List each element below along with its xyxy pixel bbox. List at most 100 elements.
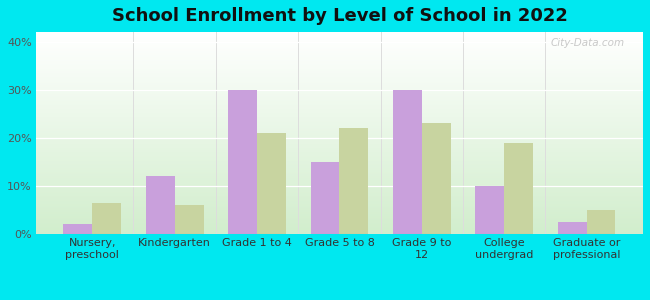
Bar [36,184,643,185]
Bar [36,56,643,57]
Bar [36,76,643,77]
Bar [36,152,643,153]
Bar [36,166,643,167]
Bar [36,34,643,35]
Bar [36,145,643,146]
Bar [36,227,643,228]
Bar [36,215,643,216]
Bar [36,52,643,53]
Bar [504,142,533,234]
Bar [36,39,643,40]
Bar [36,182,643,184]
Bar [36,47,643,48]
Bar [36,173,643,174]
Bar [36,87,643,88]
Bar [36,135,643,136]
Bar [36,133,643,134]
Bar [36,109,643,110]
Bar [36,82,643,84]
Bar [36,212,643,213]
Bar [36,226,643,227]
Bar [36,129,643,130]
Bar [36,225,643,226]
Bar [36,130,643,131]
Bar [311,162,339,234]
Bar [36,146,643,147]
Bar [36,224,643,225]
Bar [36,139,643,140]
Bar [36,220,643,221]
Bar [146,176,175,234]
Bar [36,201,643,202]
Bar [36,206,643,207]
Bar [339,128,369,234]
Bar [36,63,643,64]
Bar [36,164,643,165]
Bar [36,161,643,162]
Bar [36,101,643,102]
Bar [36,43,643,44]
Bar [36,229,643,230]
Bar [36,192,643,193]
Bar [36,69,643,70]
Bar [36,79,643,80]
Bar [36,70,643,71]
Bar [36,202,643,203]
Bar [36,90,643,91]
Bar [36,82,643,83]
Bar [36,188,643,189]
Bar [36,165,643,166]
Bar [36,68,643,69]
Bar [36,36,643,37]
Bar [36,179,643,181]
Bar [36,141,643,142]
Bar [36,119,643,120]
Bar [36,137,643,138]
Bar [36,223,643,224]
Bar [36,116,643,117]
Bar [36,232,643,233]
Bar [36,187,643,188]
Bar [36,195,643,196]
Bar [36,207,643,208]
Bar [36,44,643,45]
Bar [36,110,643,111]
Bar [36,54,643,55]
Bar [36,93,643,94]
Bar [36,233,643,234]
Bar [36,92,643,93]
Bar [36,154,643,155]
Bar [475,186,504,234]
Bar [36,178,643,179]
Bar [257,133,286,234]
Bar [36,55,643,56]
Bar [36,208,643,209]
Bar [36,100,643,101]
Bar [36,221,643,222]
Bar [36,172,643,173]
Bar [36,222,643,223]
Bar [36,228,643,229]
Bar [36,58,643,59]
Bar [36,64,643,65]
Bar [36,112,643,113]
Bar [36,231,643,232]
Bar [36,209,643,210]
Bar [36,167,643,168]
Bar [36,59,643,60]
Bar [36,159,643,160]
Bar [36,194,643,195]
Bar [36,102,643,103]
Bar [36,37,643,38]
Bar [36,32,643,33]
Bar [36,200,643,201]
Bar [36,121,643,122]
Bar [175,205,203,234]
Bar [36,176,643,178]
Bar [36,214,643,215]
Bar [36,77,643,79]
Bar [36,115,643,116]
Bar [36,41,643,42]
Bar [36,99,643,100]
Bar [36,53,643,54]
